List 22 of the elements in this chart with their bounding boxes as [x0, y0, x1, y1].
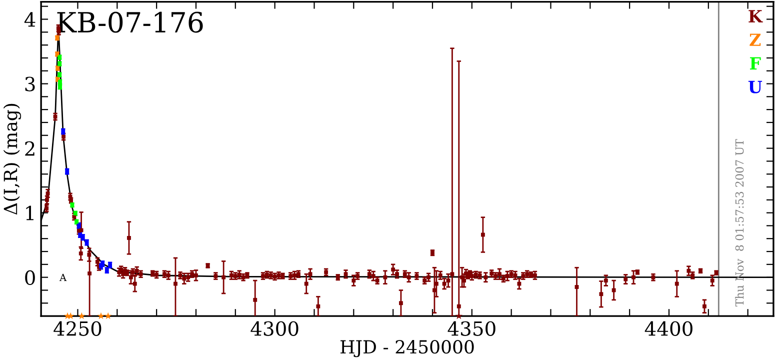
y-tick-label: 4: [24, 12, 36, 27]
text: Z: [750, 34, 761, 46]
x-tick-label: 4350: [448, 321, 496, 336]
chart-title: KB-07-176: [57, 12, 203, 33]
x-tick-label: 4300: [250, 321, 298, 336]
annotation: Thu Nov 8 01:57:53 2007 UT: [735, 139, 744, 306]
y-tick-label: 1: [26, 206, 34, 220]
point: [97, 312, 105, 320]
point: [104, 312, 112, 320]
point: [78, 312, 86, 320]
annotation: A: [59, 274, 67, 282]
text: K: [748, 10, 763, 22]
text: F: [750, 57, 761, 70]
point: [67, 312, 74, 320]
y-tick-label: 2: [25, 141, 34, 156]
y-axis-title: Δ(I,R) (mag): [3, 104, 22, 215]
text: U: [748, 80, 762, 94]
y-tick-label: 0: [25, 270, 35, 285]
x-axis-title: HJD - 2450000: [340, 340, 474, 358]
y-tick-label: 3: [25, 76, 35, 92]
x-tick-label: 4250: [54, 321, 102, 336]
x-tick-label: 4400: [644, 321, 692, 336]
